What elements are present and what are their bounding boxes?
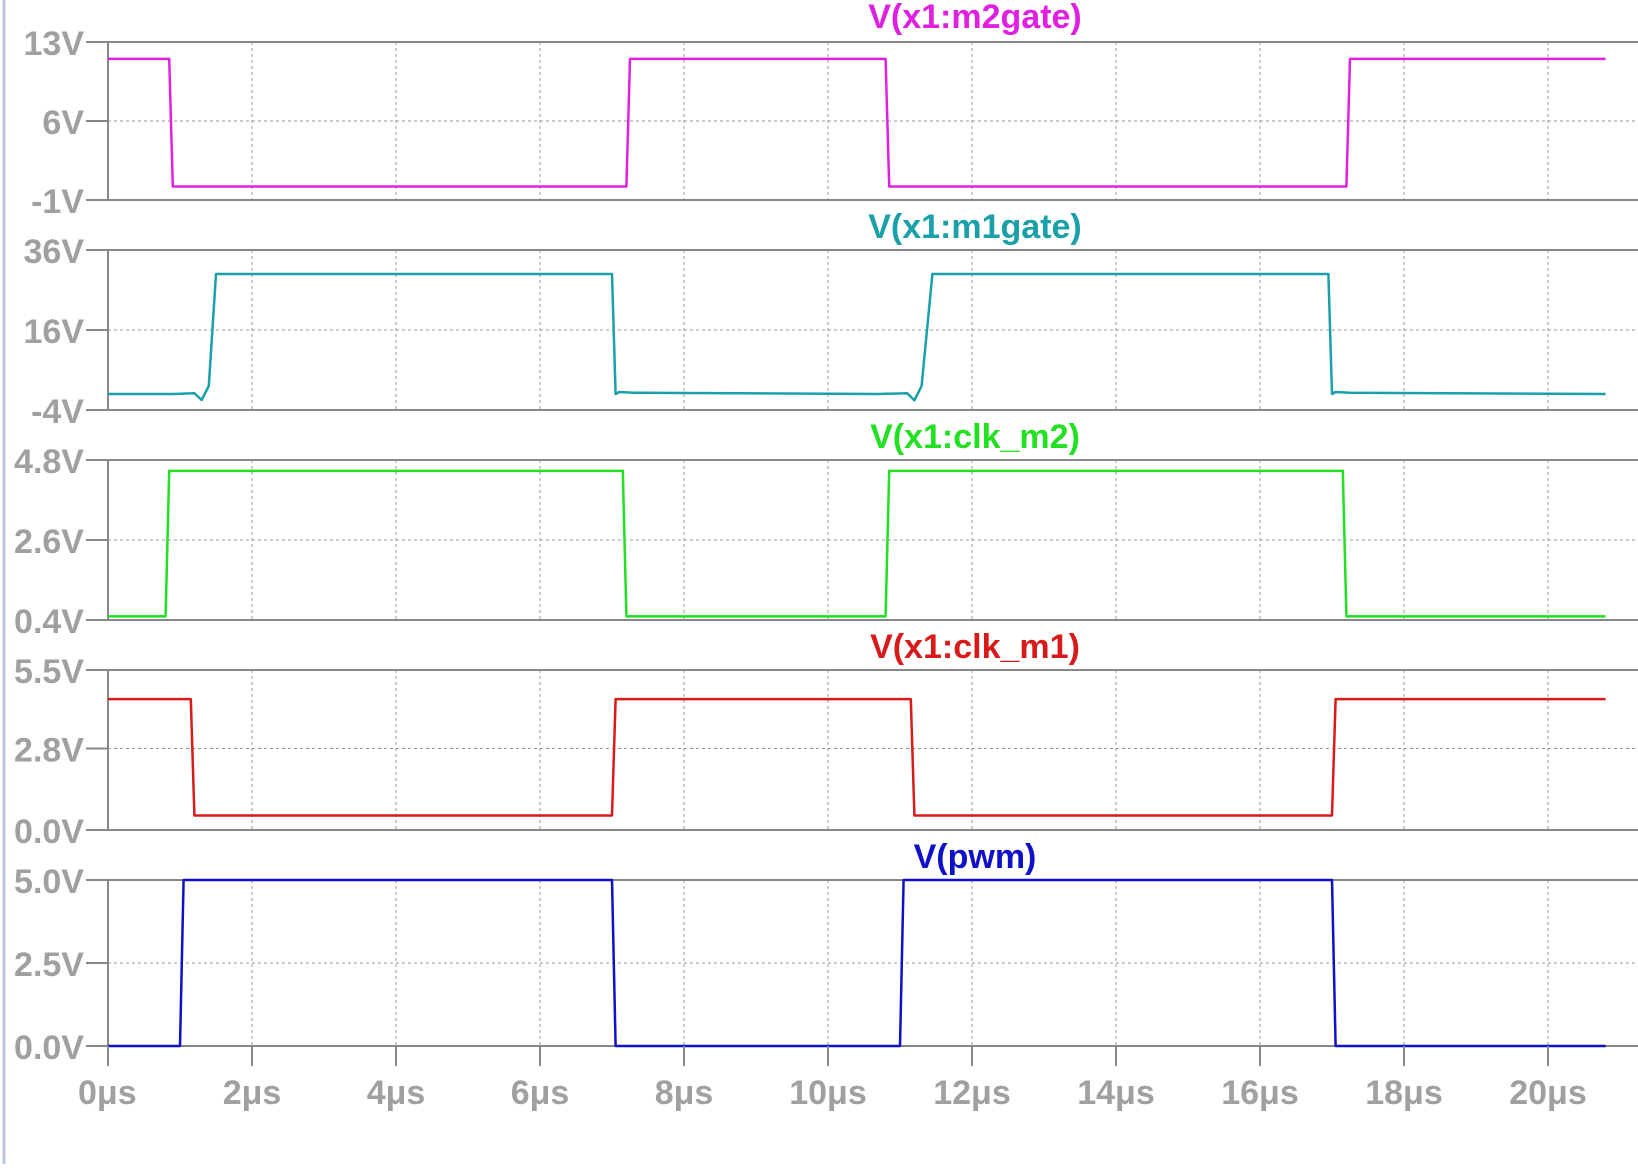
x-tick-label: 6μs [511,1074,570,1112]
x-tick-label: 8μs [655,1074,714,1112]
trace-title: V(x1:m2gate) [868,0,1082,36]
panel-3: 4.8V 2.6V 0.4V V(x1:clk_m2) [14,418,1638,641]
trace-title: V(pwm) [914,838,1037,876]
y-tick-label: 0.4V [14,603,84,641]
trace-line [108,59,1606,187]
y-tick-label: -4V [31,393,84,431]
y-tick-label: 5.0V [14,863,84,901]
trace-line [108,471,1606,617]
y-tick-label: 16V [24,313,85,351]
panel-1: 13V 6V -1V V(x1:m2gate) [24,0,1638,221]
y-tick-label: 13V [24,25,85,63]
panel-5: 5.0V 2.5V 0.0V V(pwm) [14,838,1638,1067]
y-tick-label: 2.5V [14,946,84,984]
y-tick-label: 6V [42,104,84,142]
x-tick-label: 14μs [1077,1074,1155,1112]
x-tick-label: 18μs [1365,1074,1443,1112]
y-tick-label: 36V [24,233,85,271]
y-tick-label: 4.8V [14,443,84,481]
panel-2: 36V 16V -4V V(x1:m1gate) [24,208,1638,431]
x-tick-label: 10μs [789,1074,867,1112]
x-tick-label: 2μs [223,1074,282,1112]
trace-title: V(x1:m1gate) [868,208,1082,246]
y-tick-label: 0.0V [14,1029,84,1067]
x-tick-label: 16μs [1221,1074,1299,1112]
y-tick-label: 5.5V [14,653,84,691]
trace-title: V(x1:clk_m1) [870,628,1080,666]
y-tick-label: -1V [31,183,84,221]
panel-4: 5.5V 2.8V 0.0V V(x1:clk_m1) [14,628,1638,851]
y-tick-label: 0.0V [14,813,84,851]
x-tick-label: 4μs [367,1074,426,1112]
x-tick-label: 0μs [78,1074,137,1112]
x-tick-label: 12μs [933,1074,1011,1112]
x-tick-label: 20μs [1509,1074,1587,1112]
y-tick-label: 2.8V [14,732,84,770]
trace-line [108,274,1606,400]
trace-title: V(x1:clk_m2) [870,418,1080,456]
x-axis: 0μs 2μs 4μs 6μs 8μs 10μs 12μs 14μs 16μs 18μs 20μs [78,1046,1587,1112]
trace-line [108,699,1606,815]
y-tick-label: 2.6V [14,523,84,561]
